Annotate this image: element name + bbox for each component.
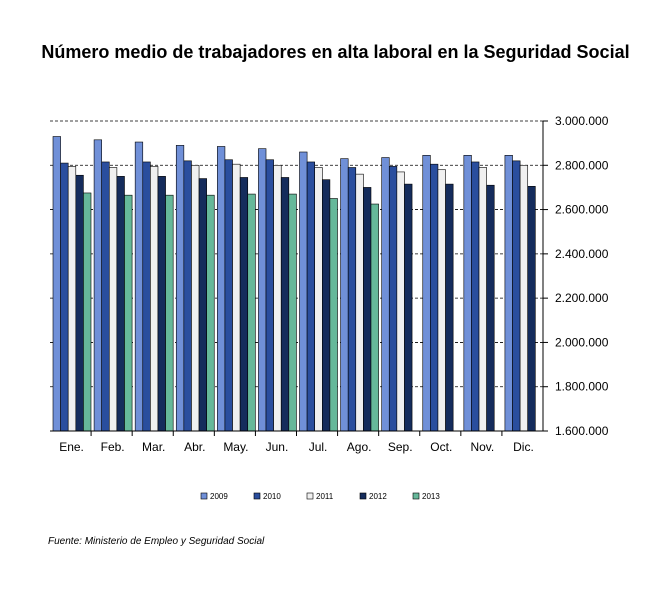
x-tick-label: Mar. bbox=[142, 440, 165, 454]
legend-label-2009: 2009 bbox=[210, 492, 228, 501]
y-tick-label: 1.600.000 bbox=[555, 424, 609, 438]
legend-label-2010: 2010 bbox=[263, 492, 281, 501]
bar-2010-2 bbox=[142, 161, 151, 432]
x-tick-label: Feb. bbox=[101, 440, 125, 454]
bar-2010-5 bbox=[265, 159, 274, 432]
y-tick-label: 2.400.000 bbox=[555, 247, 609, 261]
x-tick-label: Oct. bbox=[430, 440, 452, 454]
y-tick-label: 2.800.000 bbox=[555, 158, 609, 172]
x-tick-label: Ago. bbox=[347, 440, 372, 454]
bar-2009-5 bbox=[258, 148, 267, 432]
legend: 2009 2010 2011 2012 2013 bbox=[200, 492, 440, 501]
bar-2012-1 bbox=[116, 176, 125, 432]
bar-2013-5 bbox=[288, 193, 297, 432]
bar-2011-9 bbox=[437, 169, 446, 432]
bar-2013-4 bbox=[247, 193, 256, 432]
bar-2009-4 bbox=[217, 146, 226, 432]
bar-2011-10 bbox=[478, 167, 487, 432]
bar-2012-7 bbox=[363, 187, 372, 432]
bar-2011-6 bbox=[314, 167, 323, 432]
bar-2011-3 bbox=[191, 164, 200, 432]
bar-2013-3 bbox=[206, 194, 215, 432]
bar-2012-4 bbox=[239, 177, 249, 432]
bar-2010-0 bbox=[60, 162, 69, 432]
legend-swatch-2013 bbox=[412, 492, 420, 500]
y-tick-label: 3.000.000 bbox=[555, 114, 609, 128]
bar-2012-9 bbox=[445, 183, 454, 432]
bar-2012-3 bbox=[198, 178, 207, 432]
bar-2010-7 bbox=[347, 167, 357, 432]
bar-2012-5 bbox=[280, 177, 290, 432]
y-tick-label: 2.200.000 bbox=[555, 291, 609, 305]
legend-label-2013: 2013 bbox=[422, 492, 440, 501]
x-tick-label: Nov. bbox=[470, 440, 494, 454]
bar-2009-6 bbox=[299, 151, 308, 432]
bar-2011-8 bbox=[396, 171, 405, 432]
bar-2010-1 bbox=[101, 161, 110, 432]
bar-2011-4 bbox=[232, 163, 241, 432]
bar-2009-3 bbox=[175, 145, 185, 432]
bar-2012-6 bbox=[321, 179, 331, 432]
y-tick-label: 2.600.000 bbox=[555, 203, 609, 217]
bar-2012-0 bbox=[75, 174, 84, 432]
x-tick-label: Ene. bbox=[59, 440, 84, 454]
legend-swatch-2010 bbox=[253, 492, 261, 500]
bar-2011-1 bbox=[108, 167, 118, 432]
bar-2010-10 bbox=[471, 161, 480, 432]
y-tick-label: 2.000.000 bbox=[555, 335, 609, 349]
legend-swatch-2011 bbox=[306, 492, 314, 500]
bar-2010-3 bbox=[183, 160, 192, 432]
x-tick-label: May. bbox=[223, 440, 248, 454]
bar-2011-7 bbox=[355, 173, 364, 432]
bar-2009-7 bbox=[340, 158, 349, 432]
bar-2009-9 bbox=[422, 155, 431, 432]
bar-2010-11 bbox=[512, 160, 521, 432]
bar-2010-8 bbox=[388, 166, 398, 432]
source-note: Fuente: Ministerio de Empleo y Seguridad… bbox=[48, 536, 265, 547]
bar-2012-8 bbox=[404, 183, 413, 432]
bar-2011-2 bbox=[150, 166, 159, 432]
bar-2013-1 bbox=[124, 194, 133, 432]
bar-2011-0 bbox=[67, 166, 77, 432]
x-tick-label: Jul. bbox=[309, 440, 328, 454]
legend-label-2012: 2012 bbox=[369, 492, 387, 501]
bar-2012-10 bbox=[486, 184, 495, 432]
bar-2009-0 bbox=[52, 136, 61, 432]
bar-2011-5 bbox=[273, 164, 282, 432]
x-tick-label: Dic. bbox=[513, 440, 534, 454]
bar-2011-11 bbox=[519, 164, 529, 432]
bar-2013-7 bbox=[370, 203, 379, 432]
bar-2010-9 bbox=[430, 163, 439, 432]
legend-swatch-2009 bbox=[200, 492, 208, 500]
x-tick-label: Abr. bbox=[184, 440, 205, 454]
bars bbox=[52, 136, 536, 432]
x-tick-label: Sep. bbox=[388, 440, 413, 454]
y-tick-label: 1.800.000 bbox=[555, 380, 609, 394]
bar-2013-6 bbox=[329, 198, 338, 432]
bar-2009-11 bbox=[504, 155, 513, 432]
legend-label-2011: 2011 bbox=[316, 492, 334, 501]
bar-2013-0 bbox=[83, 192, 92, 432]
bar-2009-2 bbox=[134, 141, 144, 432]
bar-2013-2 bbox=[165, 194, 174, 432]
bar-2012-11 bbox=[527, 186, 536, 432]
bar-2009-10 bbox=[463, 155, 472, 432]
bar-2012-2 bbox=[157, 176, 166, 432]
bar-2010-4 bbox=[224, 159, 233, 432]
chart-title: Número medio de trabajadores en alta lab… bbox=[41, 42, 630, 62]
axes: 3.000.000 2.800.000 2.600.000 2.400.000 2.20… bbox=[50, 114, 609, 454]
bar-2009-1 bbox=[93, 139, 102, 432]
bar-2010-6 bbox=[306, 161, 316, 432]
x-tick-label: Jun. bbox=[266, 440, 289, 454]
bar-2009-8 bbox=[381, 157, 390, 432]
legend-swatch-2012 bbox=[359, 492, 367, 500]
